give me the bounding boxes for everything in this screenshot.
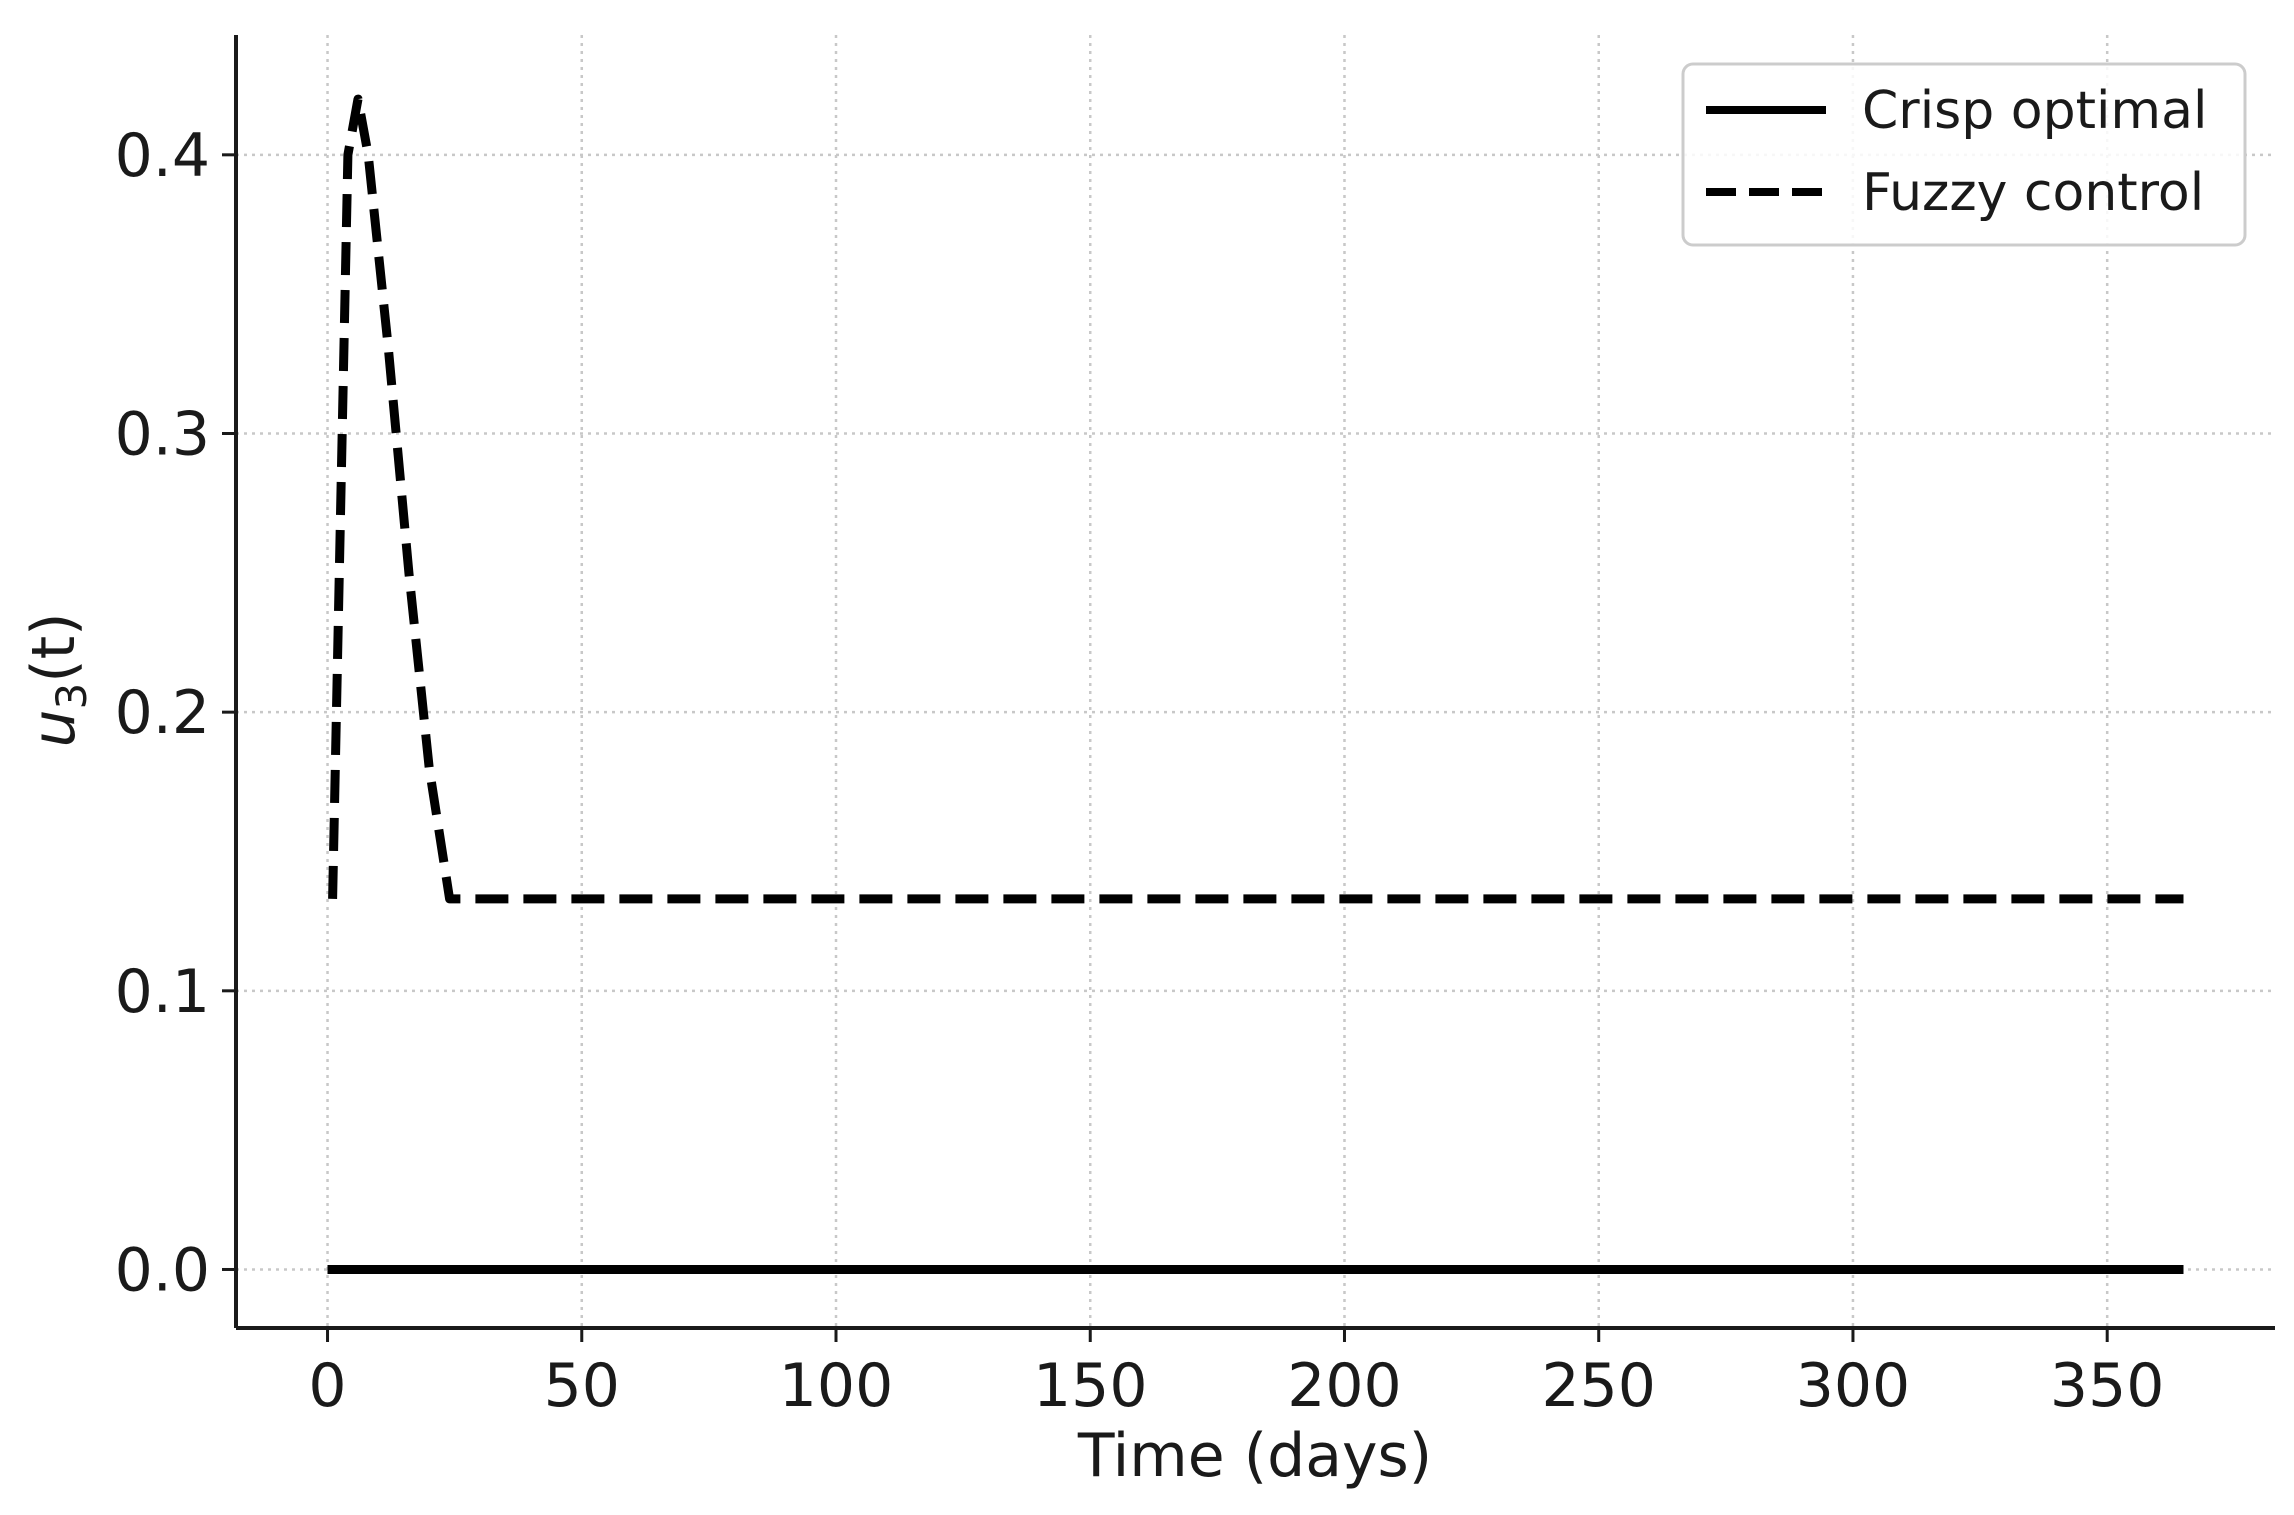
x-tick-label-2: 100 — [779, 1351, 894, 1421]
y-axis-label-base: u — [19, 710, 89, 748]
x-tick-label-1: 50 — [544, 1351, 620, 1421]
x-tick-label-3: 150 — [1033, 1351, 1148, 1421]
axes — [234, 35, 2275, 1330]
legend-label-crisp: Crisp optimal — [1862, 81, 2207, 141]
y-axis-label-subscript: 3 — [47, 683, 96, 710]
y-tick-label-4: 0.4 — [115, 121, 210, 191]
legend: Crisp optimal Fuzzy control — [1681, 62, 2247, 247]
plot-area — [327, 94, 2184, 1274]
series-line-fuzzy-control — [328, 94, 2184, 904]
x-tick-label-5: 250 — [1541, 1351, 1656, 1421]
tick-labels: 0 50 100 150 200 250 300 350 0.0 0.1 0.2 0.3 0.4 — [115, 121, 2165, 1421]
y-tick-label-3: 0.3 — [115, 399, 210, 469]
x-tick-label-4: 200 — [1287, 1351, 1402, 1421]
legend-label-fuzzy: Fuzzy control — [1862, 163, 2204, 223]
x-tick-label-7: 350 — [2050, 1351, 2165, 1421]
y-tick-label-1: 0.1 — [115, 957, 210, 1027]
x-tick-label-0: 0 — [308, 1351, 346, 1421]
y-tick-label-2: 0.2 — [115, 678, 210, 748]
x-tick-label-6: 300 — [1796, 1351, 1911, 1421]
y-axis-label: u3(t) — [19, 612, 96, 747]
x-axis-label: Time (days) — [1077, 1421, 1432, 1491]
y-tick-label-0: 0.0 — [115, 1235, 210, 1305]
y-axis-label-suffix: (t) — [19, 612, 89, 682]
